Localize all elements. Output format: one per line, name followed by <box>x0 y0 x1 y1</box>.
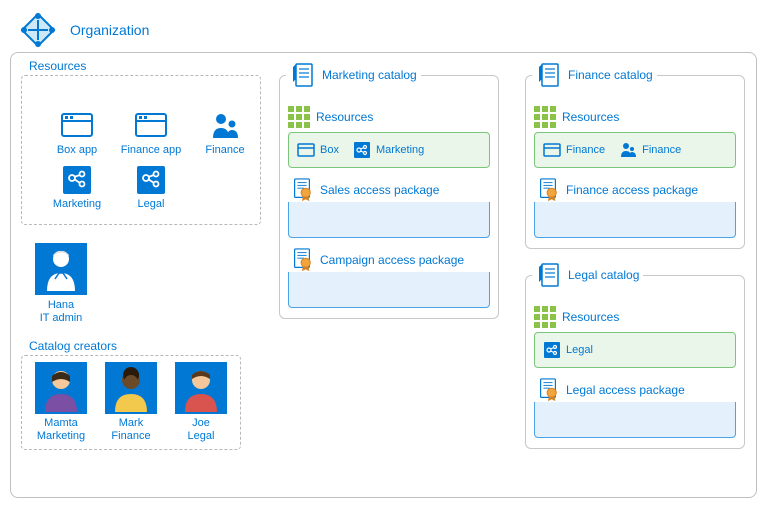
catalog-icon <box>290 62 316 88</box>
catalog-resource-finance-app: Finance <box>543 141 605 159</box>
creators-box: MamtaMarketing MarkFinance JoeLegal <box>21 355 241 450</box>
resources-label: Resources <box>29 59 86 73</box>
app-icon <box>297 141 315 159</box>
catalog-title: Marketing catalog <box>322 68 417 82</box>
catalog-resource-legal: Legal <box>543 341 593 359</box>
person-icon <box>175 362 227 414</box>
resource-finance-group: Finance <box>190 110 260 156</box>
catalog-resource-box: Box <box>297 141 339 159</box>
sharepoint-icon <box>135 164 167 196</box>
org-frame: Resources Box app Finance app Finance Ma… <box>10 52 757 498</box>
catalog-resources-header: Resources <box>288 106 490 128</box>
access-package-sales: Sales access package <box>288 178 490 238</box>
resource-finance-app: Finance app <box>116 110 186 156</box>
access-package-legal: Legal access package <box>534 378 736 438</box>
sharepoint-icon <box>353 141 371 159</box>
creator-mamta: MamtaMarketing <box>35 362 87 443</box>
catalog-icon <box>536 62 562 88</box>
grid-icon <box>288 106 310 128</box>
app-icon <box>61 110 93 142</box>
admin-person-icon <box>35 243 87 295</box>
catalog-title: Finance catalog <box>568 68 653 82</box>
creator-joe: JoeLegal <box>175 362 227 443</box>
resource-box-app: Box app <box>42 110 112 156</box>
group-icon <box>619 141 637 159</box>
catalog-resources-box: Finance Finance <box>534 132 736 168</box>
catalog-header: Finance catalog <box>532 62 657 88</box>
avatar <box>35 362 87 414</box>
catalog-resources-header: Resources <box>534 106 736 128</box>
catalog-resources-box: Box Marketing <box>288 132 490 168</box>
admin-role: IT admin <box>40 312 83 324</box>
org-header: Organization <box>18 10 149 50</box>
catalog-header: Legal catalog <box>532 262 643 288</box>
catalog-title: Legal catalog <box>568 268 639 282</box>
resource-marketing-sp: Marketing <box>42 164 112 210</box>
resources-box: Box app Finance app Finance Marketing Le… <box>21 75 261 225</box>
catalog-icon <box>536 262 562 288</box>
certificate-icon <box>536 178 560 202</box>
org-title: Organization <box>70 22 149 38</box>
catalog-resources-box: Legal <box>534 332 736 368</box>
catalog-finance: Finance catalog Resources Finance Financ… <box>525 75 745 249</box>
sharepoint-icon <box>543 341 561 359</box>
group-icon <box>209 110 241 142</box>
resource-legal-sp: Legal <box>116 164 186 210</box>
grid-icon <box>534 306 556 328</box>
certificate-icon <box>290 248 314 272</box>
catalog-legal: Legal catalog Resources Legal Legal acce… <box>525 275 745 449</box>
creators-label: Catalog creators <box>29 339 117 353</box>
org-icon <box>18 10 58 50</box>
certificate-icon <box>290 178 314 202</box>
catalog-resources-header: Resources <box>534 306 736 328</box>
catalog-resource-finance-group: Finance <box>619 141 681 159</box>
app-icon <box>135 110 167 142</box>
avatar <box>35 243 87 295</box>
access-package-finance: Finance access package <box>534 178 736 238</box>
person-icon <box>35 362 87 414</box>
creator-mark: MarkFinance <box>105 362 157 443</box>
app-icon <box>543 141 561 159</box>
admin-name: Hana <box>48 299 74 311</box>
catalog-marketing: Marketing catalog Resources Box Marketin… <box>279 75 499 319</box>
access-package-campaign: Campaign access package <box>288 248 490 308</box>
catalog-header: Marketing catalog <box>286 62 421 88</box>
sharepoint-icon <box>61 164 93 196</box>
avatar <box>105 362 157 414</box>
catalog-resource-marketing: Marketing <box>353 141 424 159</box>
grid-icon <box>534 106 556 128</box>
certificate-icon <box>536 378 560 402</box>
diagram-canvas: Organization Resources Box app Finance a… <box>0 0 767 508</box>
avatar <box>175 362 227 414</box>
it-admin: Hana IT admin <box>35 243 87 325</box>
person-icon <box>105 362 157 414</box>
